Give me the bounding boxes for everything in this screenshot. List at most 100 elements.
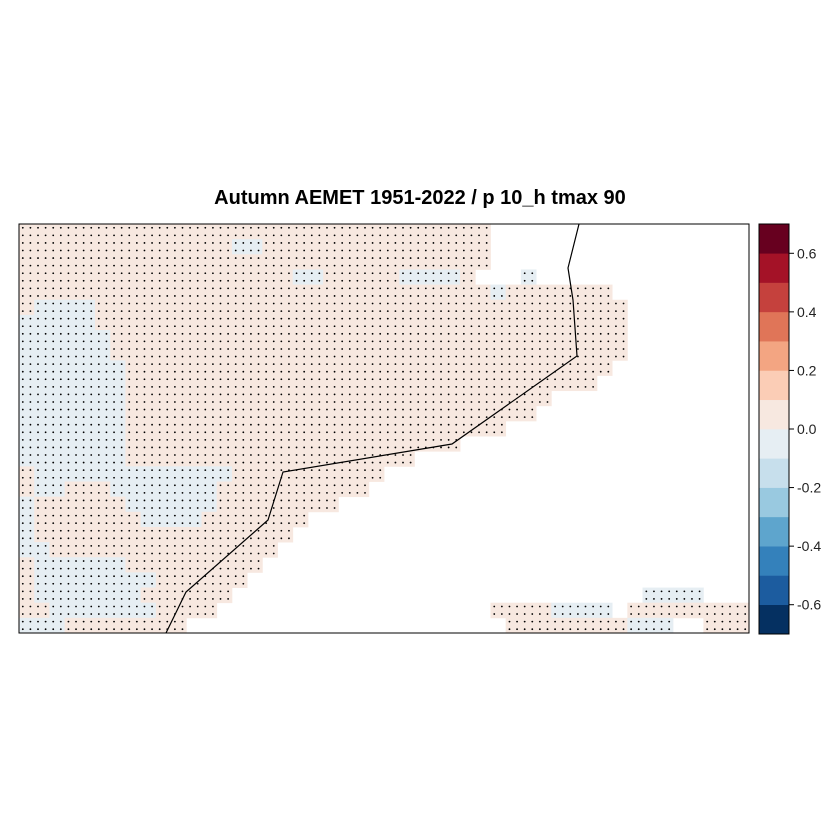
significance-dot bbox=[113, 355, 115, 358]
significance-dot bbox=[531, 272, 534, 275]
significance-dot bbox=[310, 491, 313, 494]
significance-dot bbox=[470, 249, 473, 252]
significance-dot bbox=[675, 598, 678, 600]
significance-dot bbox=[67, 355, 70, 358]
significance-dot bbox=[120, 348, 123, 350]
heatmap-cell bbox=[399, 375, 415, 392]
significance-dot bbox=[402, 226, 404, 229]
significance-dot bbox=[478, 264, 480, 267]
significance-dot bbox=[120, 325, 123, 328]
significance-dot bbox=[52, 567, 55, 570]
significance-dot bbox=[29, 491, 32, 494]
significance-dot bbox=[462, 302, 465, 305]
significance-dot bbox=[668, 620, 671, 623]
significance-dot bbox=[44, 340, 47, 343]
significance-dot bbox=[120, 514, 123, 517]
significance-dot bbox=[75, 355, 77, 358]
heatmap-cell bbox=[672, 587, 689, 604]
significance-dot bbox=[75, 401, 77, 403]
heatmap-cell bbox=[368, 299, 385, 316]
significance-dot bbox=[135, 507, 138, 509]
significance-dot bbox=[394, 378, 397, 381]
heatmap-cell bbox=[201, 557, 218, 573]
significance-dot bbox=[462, 332, 465, 335]
significance-dot bbox=[250, 226, 252, 229]
significance-dot bbox=[128, 355, 131, 358]
significance-dot bbox=[265, 272, 268, 275]
heatmap-cell bbox=[64, 254, 81, 270]
significance-dot bbox=[546, 401, 549, 403]
significance-dot bbox=[234, 438, 237, 441]
significance-dot bbox=[90, 234, 93, 237]
significance-dot bbox=[341, 279, 344, 282]
significance-dot bbox=[432, 242, 435, 244]
significance-dot bbox=[82, 295, 85, 297]
significance-dot bbox=[135, 537, 138, 540]
significance-dot bbox=[196, 552, 199, 555]
significance-dot bbox=[683, 613, 686, 615]
significance-dot bbox=[82, 378, 85, 381]
significance-dot bbox=[158, 340, 161, 343]
significance-dot bbox=[227, 408, 230, 411]
significance-dot bbox=[29, 507, 32, 509]
significance-dot bbox=[97, 560, 100, 562]
significance-dot bbox=[90, 317, 93, 320]
significance-dot bbox=[265, 264, 268, 267]
heatmap-cell bbox=[155, 224, 172, 240]
heatmap-cell bbox=[110, 466, 126, 482]
significance-dot bbox=[272, 491, 275, 494]
significance-dot bbox=[90, 401, 93, 403]
heatmap-cell bbox=[596, 299, 613, 316]
heatmap-cell bbox=[247, 557, 263, 573]
significance-dot bbox=[196, 272, 199, 275]
significance-dot bbox=[105, 295, 108, 297]
significance-dot bbox=[409, 370, 412, 373]
significance-dot bbox=[120, 613, 123, 615]
significance-dot bbox=[447, 264, 450, 267]
significance-dot bbox=[333, 408, 336, 411]
significance-dot bbox=[135, 416, 138, 419]
heatmap-cell bbox=[140, 299, 157, 316]
heatmap-cell bbox=[475, 420, 491, 437]
significance-dot bbox=[158, 628, 161, 631]
significance-dot bbox=[455, 408, 458, 411]
significance-dot bbox=[417, 279, 420, 282]
significance-dot bbox=[546, 620, 549, 623]
significance-dot bbox=[288, 484, 290, 487]
significance-dot bbox=[318, 461, 321, 464]
significance-dot bbox=[59, 279, 62, 282]
significance-dot bbox=[204, 461, 207, 464]
significance-dot bbox=[455, 226, 458, 229]
significance-dot bbox=[447, 257, 450, 259]
heatmap-cell bbox=[95, 587, 111, 604]
heatmap-cell bbox=[551, 602, 567, 619]
significance-dot bbox=[455, 317, 458, 320]
significance-dot bbox=[67, 257, 70, 259]
significance-dot bbox=[356, 348, 359, 350]
significance-dot bbox=[242, 438, 245, 441]
significance-dot bbox=[21, 499, 24, 502]
significance-dot bbox=[227, 537, 230, 540]
significance-dot bbox=[135, 499, 138, 502]
significance-dot bbox=[82, 620, 85, 623]
significance-dot bbox=[120, 355, 123, 358]
heatmap-cell bbox=[216, 254, 233, 270]
significance-dot bbox=[440, 226, 442, 229]
significance-dot bbox=[113, 370, 115, 373]
significance-dot bbox=[143, 514, 146, 517]
significance-dot bbox=[310, 393, 313, 396]
significance-dot bbox=[75, 514, 77, 517]
significance-dot bbox=[455, 431, 458, 434]
significance-dot bbox=[257, 302, 260, 305]
significance-dot bbox=[44, 310, 47, 312]
significance-dot bbox=[204, 522, 207, 525]
significance-dot bbox=[120, 317, 123, 320]
heatmap-cell bbox=[125, 557, 142, 573]
colorbar-tick-label: 0.0 bbox=[797, 421, 817, 437]
significance-dot bbox=[257, 416, 260, 419]
significance-dot bbox=[250, 279, 252, 282]
significance-dot bbox=[265, 310, 268, 312]
significance-dot bbox=[348, 438, 351, 441]
significance-dot bbox=[219, 249, 222, 252]
significance-dot bbox=[21, 613, 24, 615]
